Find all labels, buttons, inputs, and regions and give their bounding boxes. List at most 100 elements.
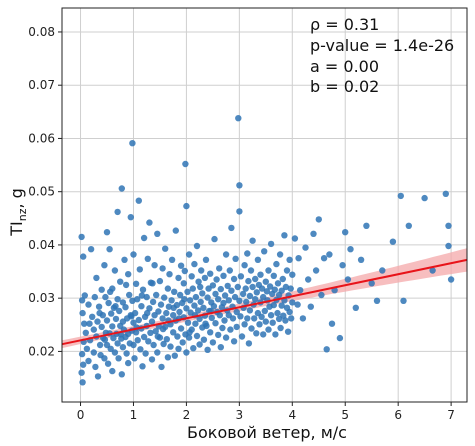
- data-point: [104, 360, 112, 367]
- data-point: [85, 301, 92, 308]
- data-point: [234, 283, 241, 291]
- data-point: [128, 313, 135, 320]
- data-point: [363, 222, 370, 229]
- data-point: [170, 312, 177, 319]
- data-point: [159, 325, 167, 333]
- regression-line: [61, 258, 468, 346]
- data-point: [170, 304, 177, 311]
- data-point: [78, 233, 85, 241]
- data-point: [131, 355, 138, 362]
- data-point: [241, 262, 248, 269]
- x-tick-label: 3: [236, 408, 244, 422]
- data-point: [209, 282, 217, 289]
- data-point: [166, 271, 173, 278]
- data-point: [127, 214, 134, 221]
- data-point: [237, 273, 245, 280]
- data-point: [249, 283, 256, 291]
- data-point: [257, 271, 264, 278]
- data-point: [221, 317, 228, 324]
- data-point: [112, 303, 119, 310]
- data-point: [328, 320, 336, 327]
- data-point: [148, 318, 156, 325]
- data-point: [429, 267, 436, 274]
- data-point: [132, 280, 140, 287]
- data-point: [267, 240, 275, 248]
- data-point: [102, 293, 109, 301]
- data-point: [165, 303, 173, 310]
- data-point: [89, 313, 96, 320]
- data-point: [270, 272, 277, 279]
- data-point: [168, 297, 175, 304]
- data-point: [171, 288, 178, 295]
- data-point: [140, 234, 148, 242]
- annotation-b: b = 0.02: [310, 77, 379, 96]
- data-point: [230, 275, 238, 283]
- data-point: [101, 355, 108, 362]
- x-tick-label: 7: [447, 408, 455, 422]
- data-point: [136, 266, 143, 273]
- y-tick-label: 0.07: [28, 78, 55, 92]
- data-point: [111, 349, 119, 356]
- data-point: [184, 319, 192, 326]
- data-point: [280, 312, 287, 319]
- data-point: [184, 288, 191, 295]
- data-point: [397, 192, 404, 200]
- data-point: [186, 297, 194, 304]
- data-point: [336, 334, 344, 342]
- data-point: [96, 341, 104, 349]
- data-point: [236, 182, 243, 189]
- data-point: [118, 185, 126, 192]
- data-point: [129, 140, 136, 147]
- data-point: [170, 329, 177, 336]
- data-point: [137, 346, 144, 353]
- data-point: [276, 251, 284, 258]
- data-point: [164, 354, 172, 361]
- data-point: [215, 296, 222, 303]
- data-point: [204, 346, 211, 353]
- data-point: [204, 294, 211, 301]
- data-point: [286, 308, 293, 316]
- data-point: [233, 323, 240, 331]
- data-point: [254, 256, 262, 263]
- data-point: [447, 276, 455, 283]
- data-point: [265, 326, 272, 333]
- data-point: [274, 280, 282, 287]
- data-point: [142, 350, 149, 357]
- data-point: [81, 292, 89, 299]
- data-point: [273, 260, 280, 268]
- data-point: [245, 340, 253, 347]
- y-tick-label: 0.08: [28, 25, 55, 39]
- data-point: [158, 363, 165, 371]
- data-point: [229, 315, 237, 322]
- data-point: [212, 320, 219, 327]
- y-tick-label: 0.02: [28, 344, 55, 358]
- data-point: [226, 267, 233, 274]
- data-point: [143, 293, 150, 301]
- svg-text:TInz, g: TInz, g: [7, 188, 29, 237]
- data-point: [108, 310, 115, 317]
- data-point: [112, 315, 120, 323]
- data-point: [199, 290, 206, 297]
- annotation-a: a = 0.00: [310, 57, 379, 76]
- data-point: [246, 292, 254, 300]
- data-point: [289, 271, 296, 278]
- data-point: [168, 256, 176, 263]
- data-point: [122, 281, 130, 289]
- data-point: [270, 301, 277, 309]
- data-point: [262, 278, 269, 285]
- data-point: [291, 235, 299, 242]
- data-point: [121, 256, 128, 263]
- data-point: [176, 291, 184, 299]
- data-point: [174, 333, 181, 340]
- data-point: [111, 267, 119, 274]
- data-point: [232, 255, 239, 262]
- data-point: [243, 298, 250, 306]
- data-point: [442, 190, 449, 197]
- data-point: [305, 276, 312, 283]
- data-point: [119, 299, 127, 306]
- data-point: [262, 318, 269, 325]
- data-point: [185, 251, 193, 258]
- data-point: [117, 278, 124, 285]
- data-point: [274, 309, 281, 317]
- data-point: [101, 336, 109, 343]
